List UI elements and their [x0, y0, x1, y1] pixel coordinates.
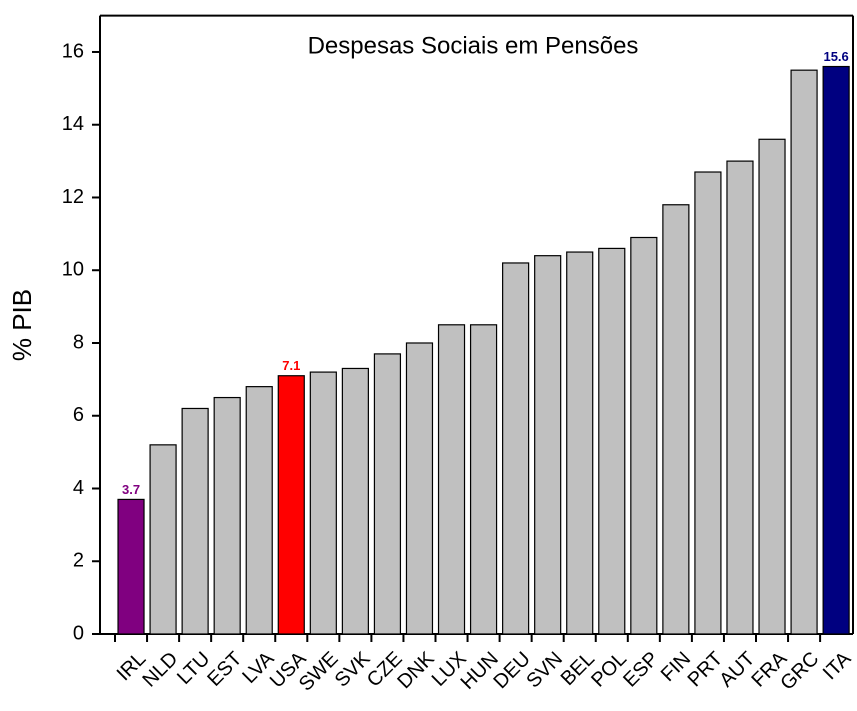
value-label: 7.1	[282, 358, 300, 373]
chart-title: Despesas Sociais em Pensões	[308, 32, 639, 59]
x-tick-label: BEL	[557, 648, 599, 690]
bar	[822, 65, 850, 635]
y-tick-label: 4	[73, 477, 84, 499]
bar	[630, 236, 658, 635]
value-label: 3.7	[122, 482, 140, 497]
y-tick-label: 14	[62, 113, 84, 135]
bar	[469, 324, 498, 635]
y-tick-label: 12	[62, 186, 84, 208]
bar	[245, 386, 273, 635]
y-tick-label: 10	[62, 259, 84, 281]
bar	[213, 396, 241, 635]
bar	[117, 498, 145, 635]
bar	[566, 251, 594, 635]
bar	[405, 342, 434, 635]
value-label: 15.6	[823, 49, 848, 64]
y-tick-label: 16	[62, 40, 84, 62]
bar	[181, 407, 209, 635]
bar	[277, 375, 305, 635]
y-tick-label: 8	[73, 331, 84, 353]
bar	[726, 160, 754, 635]
bar	[373, 353, 402, 635]
bar	[437, 324, 466, 635]
y-tick-label: 6	[73, 404, 84, 426]
y-axis-label: % PIB	[7, 289, 37, 361]
bar	[341, 367, 369, 635]
bar	[790, 69, 818, 635]
bar	[502, 262, 530, 635]
x-tick-label: LTU	[173, 648, 214, 689]
bar	[309, 371, 337, 635]
y-tick-label: 2	[73, 550, 84, 572]
bar	[534, 255, 562, 635]
bar	[662, 204, 690, 635]
x-tick-label: GRC	[776, 648, 823, 695]
y-tick-label: 0	[73, 622, 84, 644]
bar	[598, 247, 626, 635]
bar	[149, 444, 177, 635]
x-tick-label: ITA	[819, 647, 856, 684]
bar	[694, 171, 722, 635]
x-tick-label: EST	[203, 648, 246, 691]
bar	[758, 138, 786, 635]
